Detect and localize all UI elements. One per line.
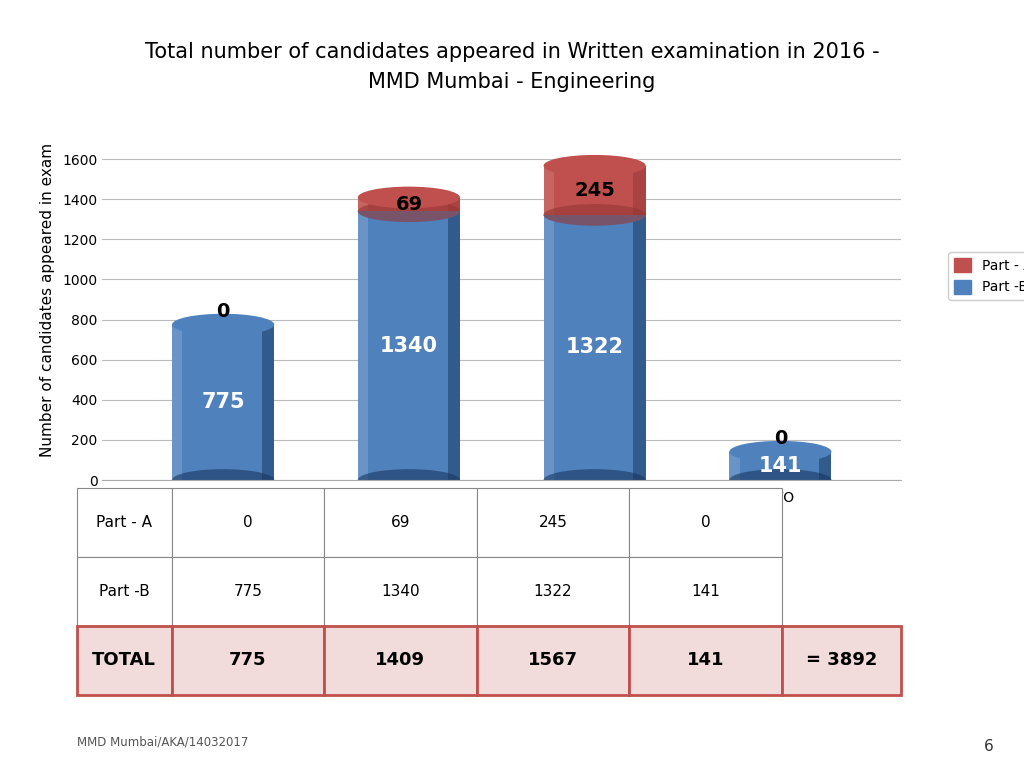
Text: 1322: 1322 [534, 584, 572, 599]
Text: 0: 0 [216, 302, 229, 321]
Ellipse shape [357, 200, 460, 222]
Text: TOTAL: TOTAL [92, 651, 156, 670]
Text: 245: 245 [574, 180, 615, 200]
Text: 69: 69 [390, 515, 410, 530]
Text: 1340: 1340 [380, 336, 438, 356]
Text: MMD Mumbai/AKA/14032017: MMD Mumbai/AKA/14032017 [77, 736, 248, 749]
Ellipse shape [357, 469, 460, 491]
Text: 0: 0 [243, 515, 253, 530]
Bar [544, 166, 554, 215]
Bar [629, 626, 781, 695]
Bar [544, 166, 646, 215]
Text: 1567: 1567 [527, 651, 578, 670]
Bar [172, 557, 324, 626]
Y-axis label: Number of candidates appeared in exam: Number of candidates appeared in exam [40, 142, 55, 457]
Bar [324, 488, 476, 557]
Text: 141: 141 [759, 456, 802, 476]
Bar [357, 211, 460, 480]
Bar [447, 197, 460, 211]
Bar [476, 557, 629, 626]
Text: Part -B: Part -B [99, 584, 150, 599]
Bar [629, 488, 781, 557]
Bar [172, 626, 324, 695]
Bar [324, 557, 476, 626]
Bar [476, 488, 629, 557]
Bar [781, 626, 901, 695]
Text: 775: 775 [229, 651, 266, 670]
Bar [77, 488, 172, 557]
Text: Part - A: Part - A [96, 515, 153, 530]
Bar [629, 557, 781, 626]
Text: 6: 6 [983, 739, 993, 754]
Ellipse shape [357, 200, 460, 222]
Bar [544, 215, 554, 480]
Bar [324, 626, 476, 695]
Bar [729, 452, 739, 480]
Bar [77, 626, 172, 695]
Bar [544, 215, 646, 480]
Text: 1322: 1322 [565, 337, 624, 357]
Text: 141: 141 [687, 651, 724, 670]
Text: 69: 69 [395, 195, 423, 214]
Bar [634, 215, 646, 480]
Bar [634, 166, 646, 215]
Bar [357, 197, 460, 211]
Text: 0: 0 [700, 515, 711, 530]
Bar [262, 325, 274, 480]
Ellipse shape [729, 469, 831, 491]
Text: = 3892: = 3892 [806, 651, 877, 670]
Bar [819, 452, 831, 480]
Text: 245: 245 [539, 515, 567, 530]
Bar [172, 325, 182, 480]
Text: 1409: 1409 [376, 651, 425, 670]
Ellipse shape [544, 204, 646, 226]
Ellipse shape [544, 155, 646, 177]
Ellipse shape [544, 204, 646, 226]
Text: 141: 141 [691, 584, 720, 599]
Ellipse shape [544, 469, 646, 491]
Text: 775: 775 [202, 392, 245, 412]
Bar [172, 488, 324, 557]
Bar [172, 325, 274, 480]
Ellipse shape [729, 441, 831, 462]
Legend: Part - A, Part -B: Part - A, Part -B [948, 253, 1024, 300]
Ellipse shape [172, 314, 274, 336]
Bar [729, 452, 831, 480]
Bar [357, 211, 368, 480]
Text: 0: 0 [774, 429, 787, 448]
Ellipse shape [357, 187, 460, 208]
Bar [476, 626, 629, 695]
Ellipse shape [172, 469, 274, 491]
Bar [77, 557, 172, 626]
Text: 1340: 1340 [381, 584, 420, 599]
Bar [357, 197, 368, 211]
Text: 775: 775 [233, 584, 262, 599]
Bar [447, 211, 460, 480]
Text: Total number of candidates appeared in Written examination in 2016 -
MMD Mumbai : Total number of candidates appeared in W… [144, 42, 880, 92]
